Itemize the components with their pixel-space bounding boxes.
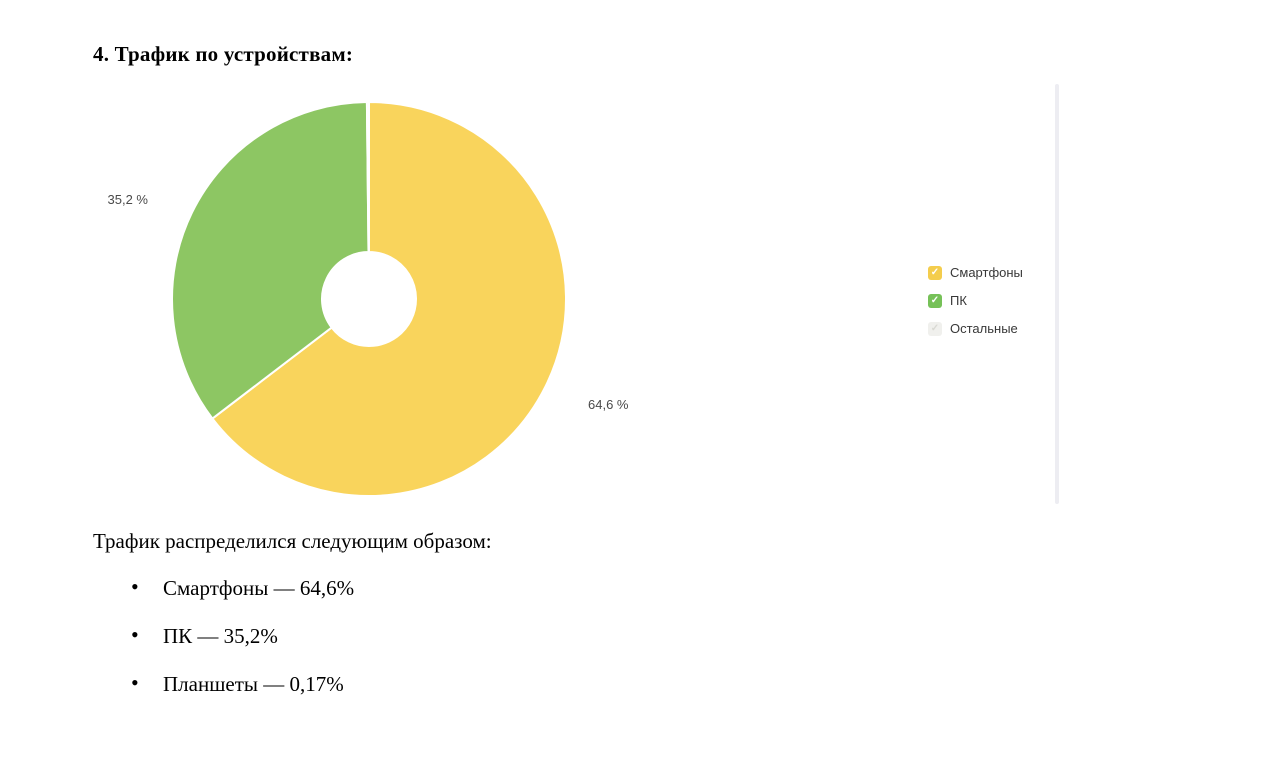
checkbox-checked-icon[interactable]: ✓ — [928, 294, 942, 308]
list-item: • ПК — 35,2% — [131, 622, 354, 649]
list-item: • Смартфоны — 64,6% — [131, 574, 355, 601]
bullet-icon: • — [131, 622, 139, 647]
legend-item-smartphones[interactable]: ✓ Смартфоны — [928, 266, 1023, 280]
section-heading: 4. Трафик по устройствам: — [93, 42, 354, 66]
chart-legend: ✓ Смартфоны ✓ ПК ✓ Остальные — [928, 266, 1023, 350]
pie-label-smartphones: 64,6 % — [588, 397, 629, 412]
bullet-icon: • — [131, 670, 139, 695]
bullet-icon: • — [131, 574, 139, 599]
check-icon: ✓ — [930, 267, 940, 278]
list-item: • Планшеты — 0,17% — [131, 670, 354, 697]
pie-slice-other[interactable] — [365, 100, 370, 254]
checkbox-checked-icon[interactable]: ✓ — [928, 322, 942, 336]
pie-slice-smartphones[interactable] — [211, 100, 567, 497]
list-item-text: Планшеты — 0,17% — [163, 672, 344, 696]
traffic-devices-chart: 35,2 % 64,6 % ✓ Смартфоны ✓ ПК ✓ Остальн… — [107, 84, 1059, 504]
summary-list: • Смартфоны — 64,6% • ПК — 35,2% • Планш… — [131, 574, 355, 720]
legend-label-other: Остальные — [950, 321, 1018, 336]
check-icon: ✓ — [930, 295, 940, 306]
legend-label-pc: ПК — [950, 293, 967, 308]
legend-item-pc[interactable]: ✓ ПК — [928, 294, 1023, 308]
list-item-text: Смартфоны — 64,6% — [163, 576, 355, 600]
legend-item-other[interactable]: ✓ Остальные — [928, 322, 1023, 336]
pie-label-pc: 35,2 % — [107, 192, 148, 207]
summary-paragraph: Трафик распределился следующим образом: — [93, 529, 492, 553]
donut-chart — [171, 100, 567, 497]
scrollbar-thumb[interactable] — [1055, 84, 1059, 504]
pie-slice-pc[interactable] — [171, 100, 370, 420]
checkbox-checked-icon[interactable]: ✓ — [928, 266, 942, 280]
check-icon: ✓ — [930, 323, 940, 334]
list-item-text: ПК — 35,2% — [163, 624, 278, 648]
legend-label-smartphones: Смартфоны — [950, 265, 1023, 280]
